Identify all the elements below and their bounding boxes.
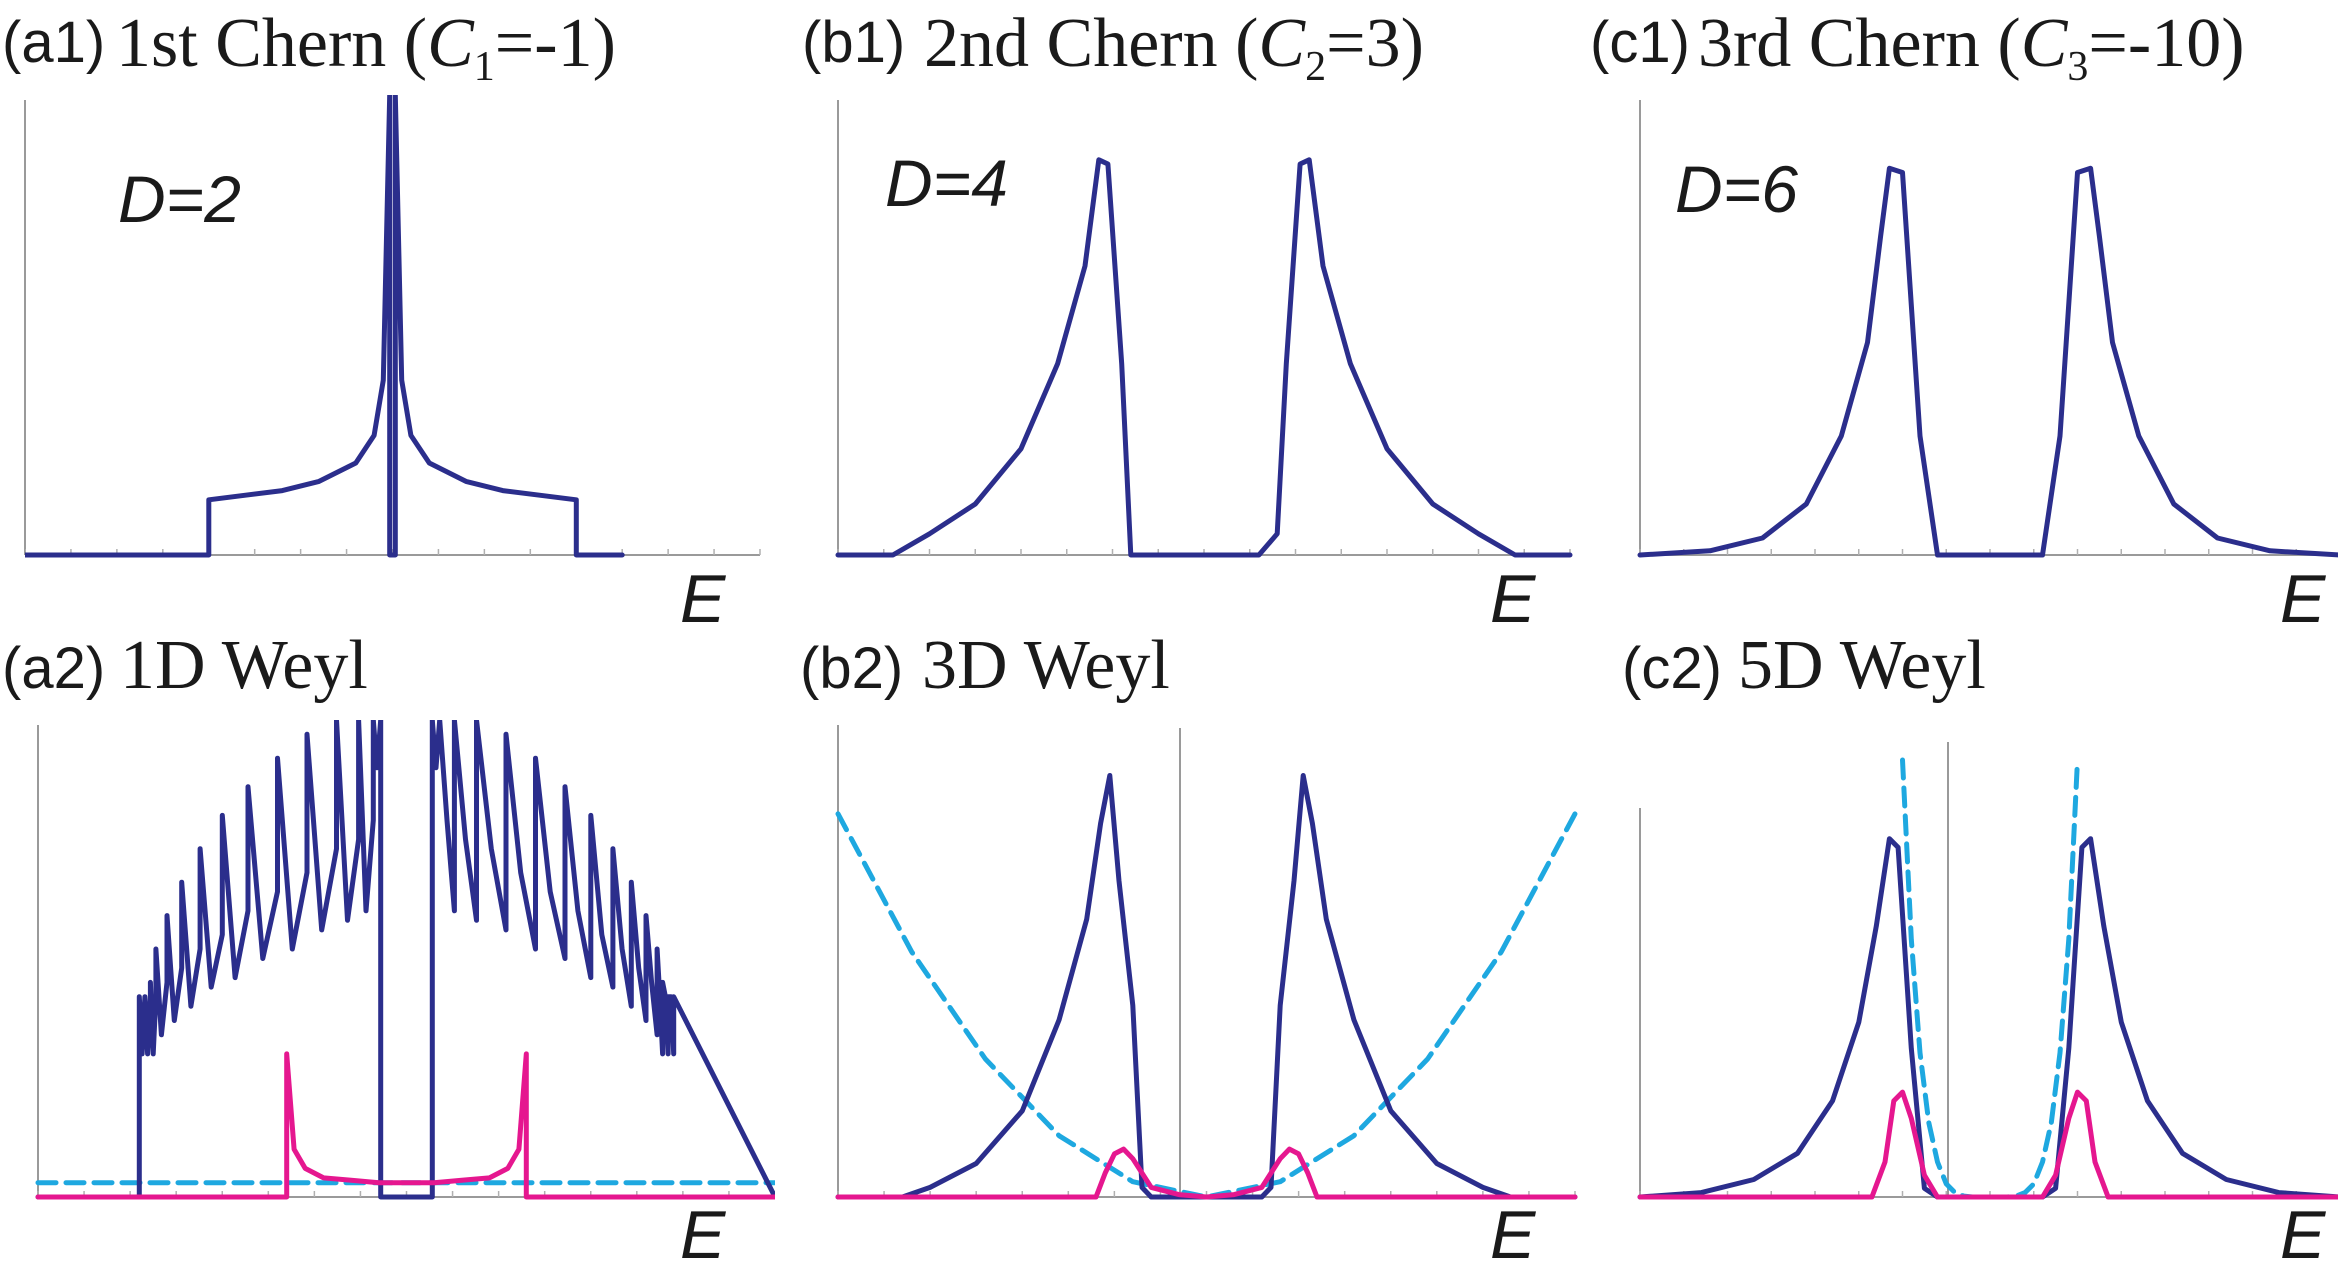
panel-label-a1: (a1) bbox=[2, 10, 105, 75]
panel-c1: (c1) 3rd Chern (C3=-10) D=6 E bbox=[1590, 5, 2338, 637]
series-dos-c2 bbox=[1637, 836, 2338, 1200]
dimension-annotation-b1: D=4 bbox=[885, 146, 1008, 220]
x-axis-label-c2: E bbox=[2280, 1197, 2326, 1273]
panel-c2: (c2) 5D Weyl E bbox=[1622, 627, 2338, 1273]
dimension-annotation-a1: D=2 bbox=[118, 162, 241, 236]
panel-b2: (b2) 3D Weyl E bbox=[800, 627, 1578, 1273]
x-axis-label-b2: E bbox=[1490, 1197, 1536, 1273]
panel-label-b2: (b2) bbox=[800, 636, 903, 701]
series-dos-b1 bbox=[835, 157, 1573, 558]
x-axis-label-c1: E bbox=[2280, 561, 2326, 637]
x-axis-label-a1: E bbox=[680, 561, 726, 637]
series-dos-b2 bbox=[835, 773, 1578, 1200]
dimension-annotation-c1: D=6 bbox=[1675, 152, 1798, 226]
panel-a2: (a2) 1D Weyl E bbox=[2, 627, 775, 1273]
series-dos-a2 bbox=[35, 720, 775, 1200]
series-weyl-b2 bbox=[835, 1146, 1578, 1200]
panel-title-a1: 1st Chern (C1=-1) bbox=[116, 5, 616, 90]
panel-title-b1: 2nd Chern (C2=3) bbox=[924, 5, 1424, 90]
panel-title-c1: 3rd Chern (C3=-10) bbox=[1698, 5, 2245, 90]
panel-label-b1: (b1) bbox=[802, 10, 905, 75]
series-weyl-a2 bbox=[35, 1051, 775, 1200]
x-axis-label-b1: E bbox=[1490, 561, 1536, 637]
panel-a1: (a1) 1st Chern (C1=-1) D=2 E bbox=[2, 5, 761, 637]
panel-title-b2: 3D Weyl bbox=[922, 627, 1170, 704]
panel-label-c2: (c2) bbox=[1622, 636, 1722, 701]
series-fit-b2 bbox=[835, 811, 1578, 1200]
x-axis-label-a2: E bbox=[680, 1197, 726, 1273]
series-fit-c2 bbox=[1900, 757, 2080, 1200]
series-weyl-c2 bbox=[1637, 1089, 2338, 1200]
panel-b1: (b1) 2nd Chern (C2=3) D=4 E bbox=[802, 5, 1573, 637]
panel-title-a2: 1D Weyl bbox=[120, 627, 368, 704]
series-dos-c1 bbox=[1637, 165, 2338, 558]
panel-title-c2: 5D Weyl bbox=[1738, 627, 1986, 704]
panel-label-c1: (c1) bbox=[1590, 10, 1690, 75]
series-dos-a1 bbox=[25, 95, 625, 558]
panel-label-a2: (a2) bbox=[2, 636, 105, 701]
